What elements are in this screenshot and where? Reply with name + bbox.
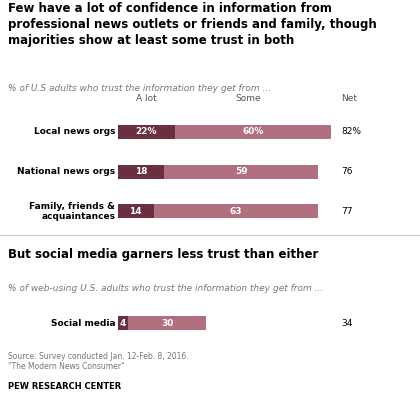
Text: A lot: A lot (136, 94, 157, 103)
Text: 63: 63 (230, 207, 242, 216)
Text: PEW RESEARCH CENTER: PEW RESEARCH CENTER (8, 381, 122, 391)
Text: Net: Net (341, 94, 357, 103)
Text: But social media garners less trust than either: But social media garners less trust than… (8, 249, 319, 261)
Bar (128, 316, 206, 330)
Text: 77: 77 (341, 207, 353, 216)
Text: Social media: Social media (51, 319, 115, 328)
Text: 60%: 60% (242, 127, 264, 136)
Text: 14: 14 (129, 207, 142, 216)
Text: 30: 30 (161, 319, 173, 328)
Text: Source: Survey conducted Jan. 12-Feb. 8, 2016.
"The Modern News Consumer": Source: Survey conducted Jan. 12-Feb. 8,… (8, 352, 189, 371)
Text: 59: 59 (235, 167, 248, 176)
Text: National news orgs: National news orgs (17, 167, 115, 176)
Bar (165, 165, 318, 179)
Bar (118, 165, 165, 179)
Text: 76: 76 (341, 167, 353, 176)
Bar (118, 125, 175, 139)
Text: 34: 34 (341, 319, 353, 328)
Bar (118, 316, 128, 330)
Text: % of web-using U.S. adults who trust the information they get from ...: % of web-using U.S. adults who trust the… (8, 284, 324, 293)
Text: % of U.S adults who trust the information they get from ...: % of U.S adults who trust the informatio… (8, 84, 271, 93)
Text: Few have a lot of confidence in information from
professional news outlets or fr: Few have a lot of confidence in informat… (8, 2, 377, 47)
Text: 82%: 82% (341, 127, 362, 136)
Text: Some: Some (235, 94, 261, 103)
Text: 4: 4 (120, 319, 126, 328)
Text: Family, friends &
acquaintances: Family, friends & acquaintances (29, 202, 115, 221)
Bar (118, 205, 154, 219)
Text: 22%: 22% (136, 127, 157, 136)
Bar (154, 205, 318, 219)
Text: 18: 18 (135, 167, 147, 176)
Text: Local news orgs: Local news orgs (34, 127, 115, 136)
Bar (175, 125, 331, 139)
